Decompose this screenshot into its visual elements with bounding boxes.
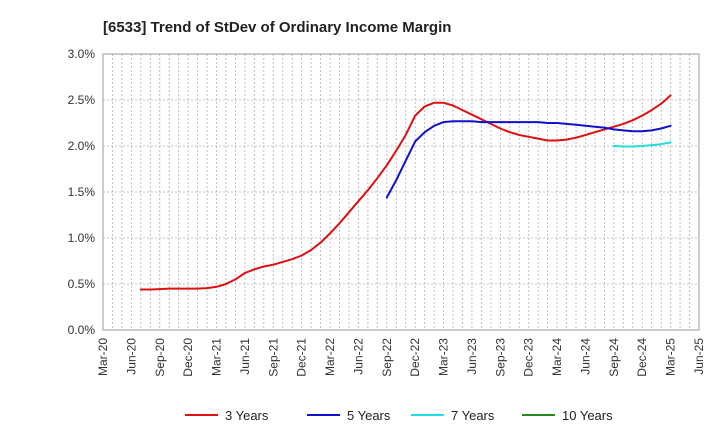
- x-axis: Mar-20 Jun-20 Sep-20 Dec-20 Mar-21 Jun-21 Sep-…: [96, 338, 706, 377]
- chart-title: [6533] Trend of StDev of Ordinary Income…: [103, 19, 451, 36]
- x-tick-label: Mar-20: [96, 338, 110, 376]
- y-tick-label: 2.0%: [68, 139, 96, 153]
- y-tick-label: 2.5%: [68, 93, 96, 107]
- y-tick-label: 0.0%: [68, 323, 96, 337]
- x-tick-label: Jun-20: [124, 338, 138, 375]
- legend-label: 3 Years: [225, 408, 269, 423]
- x-tick-label: Sep-20: [153, 338, 167, 377]
- x-tick-label: Sep-22: [380, 338, 394, 377]
- legend-label: 7 Years: [451, 408, 495, 423]
- y-axis: 0.0% 0.5% 1.0% 1.5% 2.0% 2.5% 3.0%: [68, 47, 96, 337]
- series-line-1: [139, 94, 672, 291]
- x-tick-label: Dec-20: [181, 338, 195, 377]
- x-tick-label: Mar-21: [210, 338, 224, 376]
- x-tick-label: Dec-23: [522, 338, 536, 377]
- plot-series: [139, 94, 672, 291]
- plot-frame: [102, 53, 700, 331]
- x-tick-label: Sep-23: [493, 338, 507, 377]
- x-tick-label: Dec-22: [408, 338, 422, 377]
- x-tick-label: Mar-22: [323, 338, 337, 376]
- legend-label: 5 Years: [347, 408, 391, 423]
- x-tick-label: Jun-24: [578, 338, 592, 375]
- x-tick-label: Jun-22: [351, 338, 365, 375]
- y-tick-label: 1.0%: [68, 231, 96, 245]
- x-tick-label: Mar-24: [550, 338, 564, 376]
- x-tick-label: Jun-23: [465, 338, 479, 375]
- legend-label: 10 Years: [562, 408, 613, 423]
- x-tick-label: Sep-21: [266, 338, 280, 377]
- x-tick-label: Dec-24: [635, 338, 649, 377]
- x-tick-label: Mar-25: [664, 338, 678, 376]
- legend: 3 Years 5 Years 7 Years 10 Years: [185, 408, 613, 423]
- x-tick-label: Sep-24: [607, 338, 621, 377]
- x-tick-label: Jun-25: [692, 338, 706, 375]
- x-tick-label: Jun-21: [238, 338, 252, 375]
- y-tick-label: 3.0%: [68, 47, 96, 61]
- series-line-2: [385, 120, 672, 199]
- y-tick-label: 1.5%: [68, 185, 96, 199]
- x-tick-label: Mar-23: [437, 338, 451, 376]
- y-tick-label: 0.5%: [68, 277, 96, 291]
- x-tick-label: Dec-21: [295, 338, 309, 377]
- series-line-3: [612, 141, 672, 148]
